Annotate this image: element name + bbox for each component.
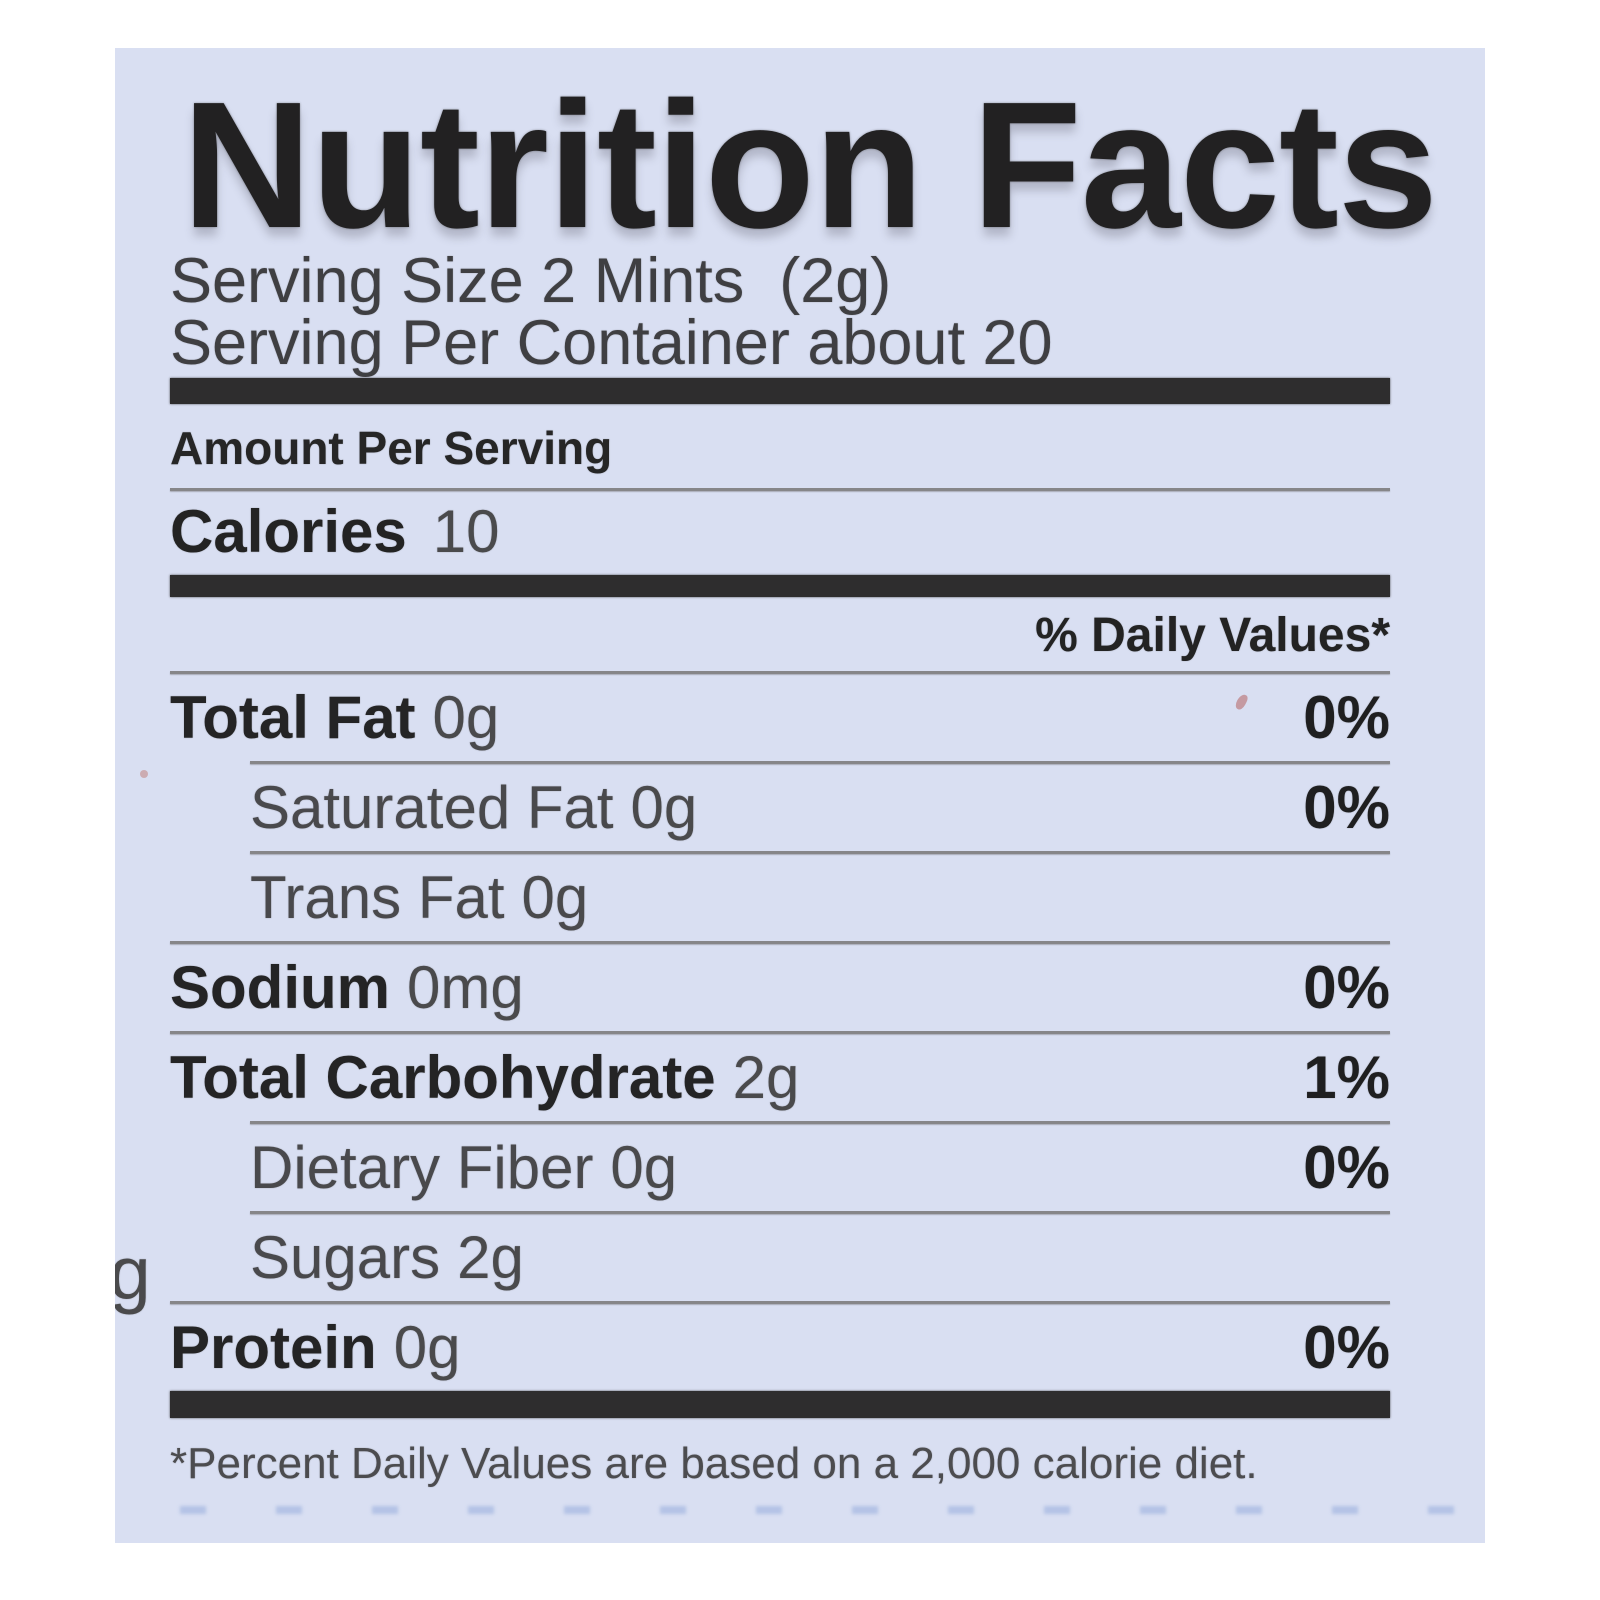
faint-dot-row [180, 1506, 1480, 1514]
nutrient-amount: 0g [393, 1314, 461, 1381]
thin-divider [250, 761, 1390, 764]
thick-divider-bar [170, 575, 1390, 597]
thin-divider [170, 1031, 1390, 1034]
nutrient-amount: 2g [457, 1224, 524, 1291]
nutrient-amount: 2g [732, 1044, 800, 1111]
amount-per-serving-heading: Amount Per Serving [170, 422, 613, 474]
nutrient-amount: 0g [610, 1134, 678, 1201]
thin-divider [250, 1121, 1390, 1124]
nutrient-name: Dietary Fiber [250, 1134, 594, 1201]
nutrient-row-total-carbohydrate: Total Carbohydrate 2g 1% [170, 1034, 1390, 1121]
thin-divider [250, 1211, 1390, 1214]
nutrient-name: Saturated Fat [250, 774, 614, 841]
thick-divider-bar [170, 1391, 1390, 1418]
nutrition-facts-label: g Nutrition Facts Serving Size 2 Mints (… [115, 48, 1485, 1543]
thin-divider [170, 488, 1390, 491]
label-title: Nutrition Facts [182, 65, 1438, 266]
nutrient-row-dietary-fiber: Dietary Fiber 0g 0% [170, 1124, 1390, 1211]
thin-divider [170, 1301, 1390, 1304]
serving-size-text: Serving Size 2 Mints (2g) [170, 246, 892, 316]
calories-label: Calories [170, 498, 407, 565]
nutrient-name: Trans Fat [250, 864, 505, 931]
nutrient-daily-value: 1% [1303, 1044, 1390, 1111]
nutrient-row-sugars: Sugars 2g [170, 1214, 1390, 1301]
nutrient-row-sodium: Sodium 0mg 0% [170, 944, 1390, 1031]
thin-divider [250, 851, 1390, 854]
nutrient-name: Total Carbohydrate [170, 1044, 716, 1111]
nutrient-daily-value: 0% [1303, 684, 1390, 751]
nutrient-daily-value: 0% [1303, 1314, 1390, 1381]
nutrient-daily-value: 0% [1303, 774, 1390, 841]
serving-info: Serving Size 2 Mints (2g) Serving Per Co… [170, 246, 1390, 378]
nutrient-daily-value: 0% [1303, 954, 1390, 1021]
thin-divider [170, 671, 1390, 674]
label-content: Nutrition Facts Serving Size 2 Mints (2g… [115, 76, 1485, 1514]
nutrient-name: Sugars [250, 1224, 441, 1291]
nutrient-amount: 0g [630, 774, 698, 841]
nutrient-amount: 0g [432, 684, 500, 751]
nutrient-row-protein: Protein 0g 0% [170, 1304, 1390, 1391]
nutrient-name: Sodium [170, 954, 390, 1021]
nutrient-name: Protein [170, 1314, 377, 1381]
nutrient-name: Total Fat [170, 684, 416, 751]
nutrient-amount: 0g [521, 864, 589, 931]
scan-speck [140, 770, 148, 778]
nutrient-row-trans-fat: Trans Fat 0g [170, 854, 1390, 941]
nutrient-amount: 0mg [407, 954, 524, 1021]
thin-divider [170, 941, 1390, 944]
daily-values-header: % Daily Values* [1035, 609, 1390, 662]
nutrient-row-total-fat: Total Fat 0g 0% [170, 674, 1390, 761]
stray-cutoff-character: g [115, 1231, 151, 1315]
calories-row: Calories 10 [170, 497, 1390, 567]
nutrient-row-saturated-fat: Saturated Fat 0g 0% [170, 764, 1390, 851]
nutrient-daily-value: 0% [1303, 1134, 1390, 1201]
daily-values-footnote: *Percent Daily Values are based on a 2,0… [170, 1439, 1258, 1488]
calories-value: 10 [432, 498, 500, 565]
thick-divider-bar [170, 378, 1390, 404]
servings-per-container-text: Serving Per Container about 20 [170, 308, 1053, 378]
